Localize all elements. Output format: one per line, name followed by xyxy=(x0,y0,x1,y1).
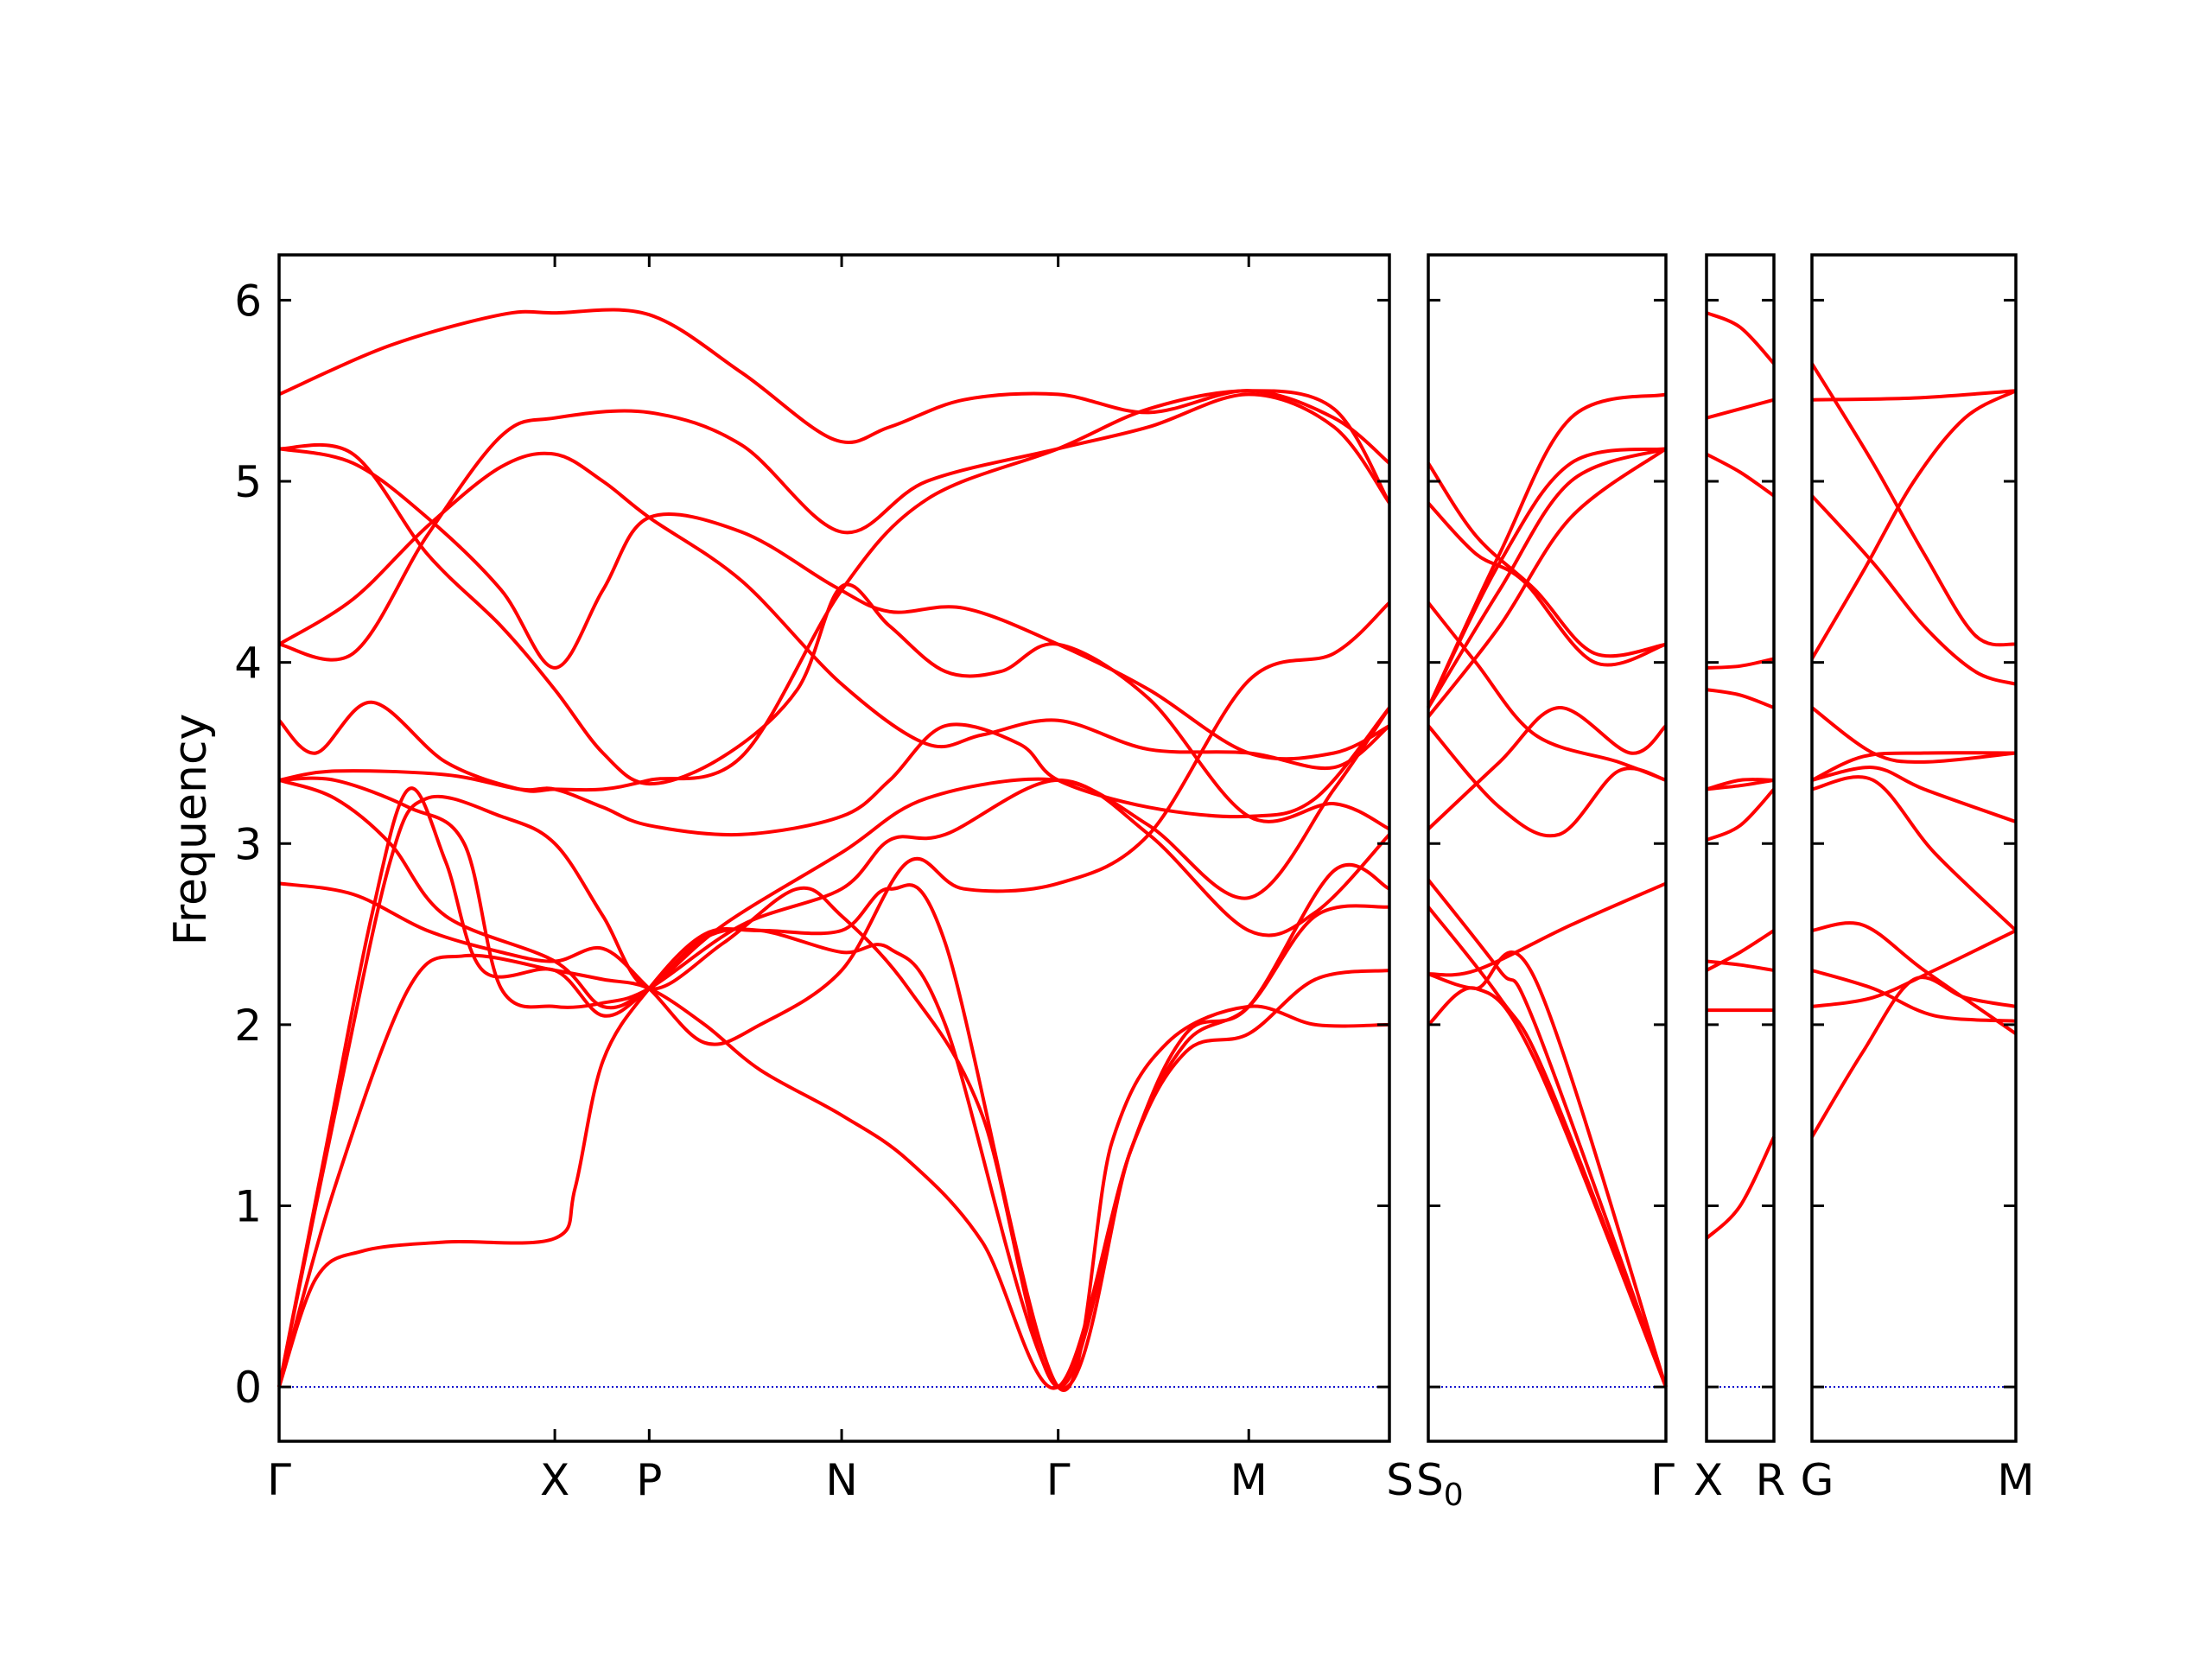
band-line-2 xyxy=(1811,389,2017,402)
band-line-4 xyxy=(1706,657,1775,670)
band-line-5 xyxy=(1706,688,1775,709)
band-line-4 xyxy=(1427,724,1667,838)
band-line-11 xyxy=(277,953,1390,1390)
band-line-5 xyxy=(278,392,1391,662)
band-line-12 xyxy=(1705,1135,1776,1240)
y-tick-label: 3 xyxy=(234,819,262,869)
band-line-6 xyxy=(277,389,1391,793)
band-line-10 xyxy=(1427,881,1667,977)
band-line-12 xyxy=(1810,976,2017,1138)
band-line-9 xyxy=(1427,986,1668,1388)
band-line-8 xyxy=(1706,788,1776,842)
x-tick-label: M xyxy=(1230,1455,1268,1505)
band-line-9 xyxy=(1811,921,2018,1036)
panel-frame xyxy=(1427,253,1668,1443)
x-tick-label: S xyxy=(1386,1455,1414,1505)
band-line-5 xyxy=(1427,705,1668,830)
band-line-3 xyxy=(1706,452,1776,498)
band-line-10 xyxy=(1706,929,1776,972)
band-line-13 xyxy=(277,794,1390,1389)
x-tick-label: G xyxy=(1801,1455,1834,1505)
band-line-4 xyxy=(277,451,1391,771)
panel-frame xyxy=(1705,253,1776,1443)
x-tick-label: P xyxy=(636,1455,662,1505)
band-line-8 xyxy=(278,776,1391,1009)
x-tick-label: Γ xyxy=(1046,1455,1071,1505)
band-line-12 xyxy=(277,786,1390,1390)
band-line-7 xyxy=(1811,766,2017,823)
x-tick-label-subscript: 0 xyxy=(1444,1478,1464,1513)
panel-1: 0 1 2 3 4 5 6 Γ X P N Γ M S xyxy=(234,253,1414,1505)
x-tick-label: X xyxy=(1694,1455,1723,1505)
y-tick-label: 5 xyxy=(234,457,262,507)
band-line-1 xyxy=(1810,362,2017,647)
x-tick-label: X xyxy=(540,1455,569,1505)
band-line-3 xyxy=(1810,494,2017,686)
band-line-1 xyxy=(278,308,1391,465)
x-tick-label: S0 xyxy=(1416,1455,1464,1513)
band-line-2 xyxy=(1427,501,1667,667)
band-line-4 xyxy=(1810,389,2017,660)
band-line-13 xyxy=(1427,392,1667,709)
band-line-11 xyxy=(1811,929,2017,1008)
band-line-7 xyxy=(1427,906,1668,1388)
band-line-1 xyxy=(1427,461,1667,658)
band-line-1 xyxy=(1706,311,1776,365)
band-line-8 xyxy=(1427,950,1668,1388)
y-tick-label: 6 xyxy=(234,276,262,326)
y-tick-label: 4 xyxy=(234,639,262,689)
band-line-8 xyxy=(1811,775,2018,932)
y-axis-label: Frequency xyxy=(165,714,217,946)
y-tick-label: 1 xyxy=(234,1181,262,1231)
band-line-9 xyxy=(1706,959,1775,972)
x-tick-label: Γ xyxy=(267,1455,291,1505)
band-line-7 xyxy=(1706,778,1775,791)
y-tick-label: 0 xyxy=(234,1363,262,1413)
y-tick-label: 2 xyxy=(234,1001,262,1051)
panel-frame xyxy=(1810,253,2018,1443)
band-line-11 xyxy=(1427,447,1667,709)
band-line-6 xyxy=(1427,878,1668,1388)
band-line-14 xyxy=(278,706,1391,1010)
band-line-14 xyxy=(1427,447,1668,718)
band-line-2 xyxy=(278,447,1390,761)
band-line-2 xyxy=(1706,397,1775,420)
band-line-9 xyxy=(278,601,1391,1046)
x-tick-label: R xyxy=(1756,1455,1786,1505)
band-line-12 xyxy=(1427,447,1667,709)
band-line-10 xyxy=(1811,969,2017,1023)
x-tick-label: N xyxy=(825,1455,857,1505)
band-line-3 xyxy=(278,442,1390,831)
x-tick-label: Γ xyxy=(1650,1455,1675,1505)
band-line-7 xyxy=(278,706,1391,837)
x-tick-label: M xyxy=(1997,1455,2034,1505)
band-line-10 xyxy=(277,883,1390,1392)
panel-frame xyxy=(277,253,1391,1443)
panel-2: S0 Γ xyxy=(1416,253,1675,1513)
band-line-6 xyxy=(1811,751,2017,782)
band-line-5 xyxy=(1810,706,2017,764)
